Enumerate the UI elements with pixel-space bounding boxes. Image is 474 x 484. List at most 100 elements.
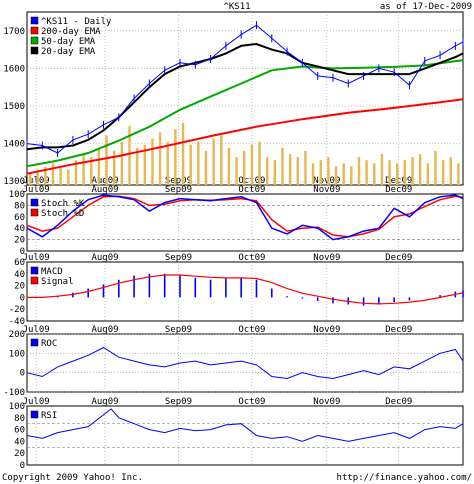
volume-bar <box>227 147 231 185</box>
roc-ytick-label: 200 <box>9 330 25 340</box>
volume-bar <box>204 150 208 185</box>
rsi-ytick-label: 80 <box>14 414 25 424</box>
stoch-legend-swatch <box>30 198 39 207</box>
macd-ytick-label: 40 <box>14 270 25 280</box>
stoch-ytick-label: 0 <box>20 247 25 257</box>
volume-bar <box>174 129 177 185</box>
chart-symbol-title: ^KS11 <box>223 2 250 12</box>
x-tick-label: Sep09 <box>165 253 192 263</box>
price-line <box>26 24 464 154</box>
x-tick-label: Oct09 <box>238 185 265 195</box>
volume-bar <box>373 163 376 185</box>
macd-signal-line <box>27 274 464 305</box>
rsi-ytick-label: 40 <box>14 437 25 447</box>
price-ytick-label: 1600 <box>3 64 25 74</box>
volume-bar <box>74 160 78 185</box>
price-legend-label: 200-day EMA <box>41 27 101 37</box>
macd-ytick-label: -40 <box>9 317 25 327</box>
price-ytick-label: 1500 <box>3 102 25 112</box>
volume-bar <box>44 166 47 185</box>
volume-bar <box>365 160 368 185</box>
roc-ytick-label: 100 <box>9 349 25 359</box>
macd-legend-swatch <box>30 276 39 285</box>
rsi-ytick-label: 0 <box>20 461 25 471</box>
volume-bar <box>166 141 169 185</box>
stoch-panel-frame <box>26 193 464 252</box>
rsi-panel-frame <box>26 405 464 466</box>
price-ytick-label: 1700 <box>3 27 25 37</box>
volume-bar <box>97 147 101 185</box>
stoch-legend-swatch <box>30 208 39 217</box>
volume-bar <box>304 150 307 185</box>
volume-bar <box>67 169 70 185</box>
volume-bar <box>342 163 345 185</box>
stoch-k-line <box>26 194 464 241</box>
x-tick-label: Oct09 <box>238 397 265 407</box>
x-tick-label: Jul09 <box>23 253 50 263</box>
volume-bar <box>403 160 407 185</box>
x-tick-label: Sep09 <box>165 185 192 195</box>
roc-legend-swatch <box>30 338 39 347</box>
volume-bar <box>273 160 277 185</box>
ema-20-line <box>26 42 464 151</box>
stoch-ytick-label: 20 <box>14 236 25 246</box>
volume-bar <box>28 172 32 185</box>
volume-bar <box>250 144 254 185</box>
stoch-legend-label: Stoch %K <box>41 199 85 209</box>
volume-bar <box>334 166 338 185</box>
volume-bar <box>388 160 391 185</box>
stoch-legend-label: Stoch %D <box>41 209 84 219</box>
macd-legend-label: Signal <box>41 277 74 287</box>
price-legend-label: 50-day EMA <box>41 37 96 47</box>
x-tick-label: Aug09 <box>91 325 118 335</box>
x-tick-label: Nov09 <box>313 185 340 195</box>
x-tick-label: Aug09 <box>91 253 118 263</box>
price-legend-swatch <box>30 26 39 35</box>
x-tick-label: Jul09 <box>23 185 50 195</box>
volume-bar <box>457 163 460 185</box>
price-legend-swatch <box>30 36 39 45</box>
volume-bar <box>113 150 116 185</box>
roc-panel-frame <box>26 333 464 393</box>
ema-200-line <box>26 98 464 175</box>
volume-bar <box>357 157 361 185</box>
x-tick-label: Dec09 <box>385 185 412 195</box>
volume-bar <box>441 160 445 185</box>
rsi-legend-swatch <box>30 410 39 419</box>
volume-bar <box>189 144 192 185</box>
stoch-ytick-label: 60 <box>14 213 25 223</box>
volume-bar <box>220 135 223 185</box>
volume-bar <box>158 132 162 185</box>
volume-bar <box>396 163 399 185</box>
rsi-ytick-label: 60 <box>14 426 25 436</box>
x-tick-label: Nov09 <box>313 253 340 263</box>
volume-bar <box>90 157 93 185</box>
volume-bar <box>449 157 452 185</box>
rsi-legend-label: RSI <box>41 411 57 421</box>
x-tick-label: Sep09 <box>165 397 192 407</box>
rsi-line <box>26 408 464 442</box>
volume-bar <box>197 141 200 185</box>
macd-ytick-label: 20 <box>14 282 25 292</box>
volume-bar <box>59 166 62 185</box>
price-legend-swatch <box>30 16 39 25</box>
x-tick-label: Jul09 <box>23 325 50 335</box>
x-tick-label: Sep09 <box>165 325 192 335</box>
volume-bar <box>311 163 315 185</box>
x-tick-label: Oct09 <box>238 253 265 263</box>
panels-group: Jul09 Aug09 Sep09 Oct09 Nov09 Dec09 Jul09 Aug09… <box>3 11 464 471</box>
roc-ytick-label: 0 <box>20 369 25 379</box>
ema-50-line <box>26 59 464 168</box>
rsi-ytick-label: 20 <box>14 449 25 459</box>
volume-bar <box>82 154 85 185</box>
volume-bar <box>411 157 414 185</box>
roc-line <box>26 346 464 380</box>
price-legend-label: 20-day EMA <box>41 47 96 57</box>
volume-bar <box>235 157 238 185</box>
volume-bar <box>181 123 185 185</box>
volume-bar <box>327 157 330 185</box>
volume-bar <box>434 150 437 185</box>
stoch-ytick-label: 40 <box>14 224 25 234</box>
x-tick-label: Dec09 <box>385 325 412 335</box>
as-of-date: as of 17-Dec-2009 <box>380 2 472 12</box>
